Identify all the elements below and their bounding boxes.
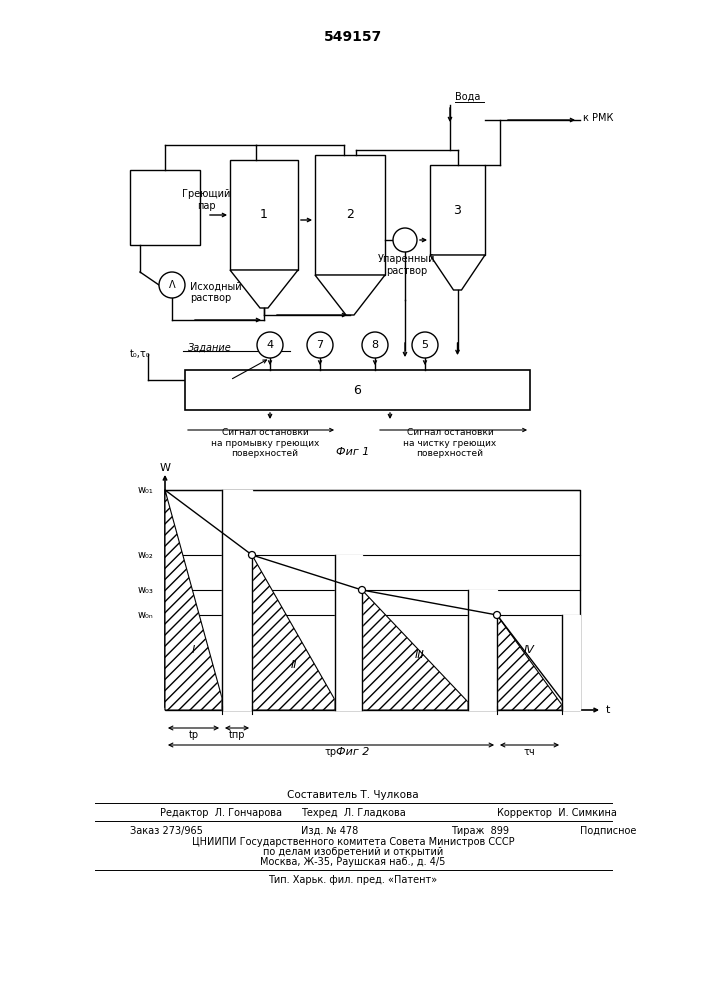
Circle shape <box>257 332 283 358</box>
Text: τч: τч <box>524 747 535 757</box>
Text: Вода: Вода <box>455 92 480 102</box>
Bar <box>430 165 485 255</box>
Circle shape <box>412 332 438 358</box>
Text: III: III <box>415 650 425 660</box>
Text: w₀₁: w₀₁ <box>137 485 153 495</box>
Text: W: W <box>160 463 170 473</box>
Bar <box>335 555 362 710</box>
Circle shape <box>159 272 185 298</box>
Text: II: II <box>291 660 297 670</box>
Bar <box>315 155 385 275</box>
Text: Москва, Ж-35, Раушская наб., д. 4/5: Москва, Ж-35, Раушская наб., д. 4/5 <box>260 857 445 867</box>
Polygon shape <box>165 490 222 710</box>
Circle shape <box>358 586 366 593</box>
Text: tр: tр <box>189 730 199 740</box>
Text: 2: 2 <box>346 209 354 222</box>
Polygon shape <box>230 270 298 308</box>
Text: IV: IV <box>524 645 535 655</box>
Text: Задание: Задание <box>188 343 232 353</box>
Text: Тип. Харьк. фил. пред. «Патент»: Тип. Харьк. фил. пред. «Патент» <box>269 875 438 885</box>
Text: Подписное: Подписное <box>580 826 636 836</box>
Bar <box>185 370 530 410</box>
Text: Упаренный
раствор: Упаренный раствор <box>378 254 436 276</box>
Text: 1: 1 <box>260 209 268 222</box>
Text: t: t <box>606 705 610 715</box>
Text: Заказ 273/965: Заказ 273/965 <box>130 826 203 836</box>
Text: Корректор  И. Симкина: Корректор И. Симкина <box>497 808 617 818</box>
Polygon shape <box>252 555 335 710</box>
Bar <box>562 615 580 710</box>
Circle shape <box>393 228 417 252</box>
Bar <box>230 160 298 270</box>
Text: 4: 4 <box>267 340 274 350</box>
Bar <box>165 490 580 710</box>
Text: Фиг 2: Фиг 2 <box>337 747 370 757</box>
Text: w₀₂: w₀₂ <box>137 550 153 560</box>
Text: 7: 7 <box>317 340 324 350</box>
Text: Сигнал остановки
на чистку греющих
поверхностей: Сигнал остановки на чистку греющих повер… <box>404 428 496 458</box>
Polygon shape <box>315 275 385 315</box>
Text: Техред  Л. Гладкова: Техред Л. Гладкова <box>300 808 405 818</box>
Text: t₀,τ₀: t₀,τ₀ <box>130 349 151 359</box>
Bar <box>468 590 497 710</box>
Text: по делам изобретений и открытий: по делам изобретений и открытий <box>263 847 443 857</box>
Text: к РМК: к РМК <box>583 113 614 123</box>
Text: I: I <box>192 645 195 655</box>
Polygon shape <box>430 255 485 290</box>
Text: Фиг 1: Фиг 1 <box>337 447 370 457</box>
Text: Составитель Т. Чулкова: Составитель Т. Чулкова <box>287 790 419 800</box>
Text: Редактор  Л. Гончарова: Редактор Л. Гончарова <box>160 808 282 818</box>
Polygon shape <box>362 590 468 710</box>
Bar <box>130 170 200 245</box>
Text: 6: 6 <box>354 383 361 396</box>
Text: Λ: Λ <box>169 280 175 290</box>
Bar <box>222 490 252 710</box>
Polygon shape <box>497 615 562 710</box>
Circle shape <box>307 332 333 358</box>
Text: 3: 3 <box>454 204 462 217</box>
Text: ЦНИИПИ Государственного комитета Совета Министров СССР: ЦНИИПИ Государственного комитета Совета … <box>192 837 514 847</box>
Text: Тираж  899: Тираж 899 <box>451 826 509 836</box>
Text: Сигнал остановки
на промывку греющих
поверхностей: Сигнал остановки на промывку греющих пов… <box>211 428 319 458</box>
Text: 549157: 549157 <box>324 30 382 44</box>
Text: Исходный
раствор: Исходный раствор <box>190 281 242 303</box>
Text: τр: τр <box>325 747 337 757</box>
Text: 5: 5 <box>421 340 428 350</box>
Circle shape <box>248 552 255 558</box>
Text: w₀₃: w₀₃ <box>137 585 153 595</box>
Text: 8: 8 <box>371 340 378 350</box>
Text: Изд. № 478: Изд. № 478 <box>301 826 358 836</box>
Text: tпр: tпр <box>229 730 245 740</box>
Text: w₀ₙ: w₀ₙ <box>137 610 153 620</box>
Circle shape <box>362 332 388 358</box>
Circle shape <box>493 611 501 618</box>
Text: Греющий
пар: Греющий пар <box>182 189 230 211</box>
